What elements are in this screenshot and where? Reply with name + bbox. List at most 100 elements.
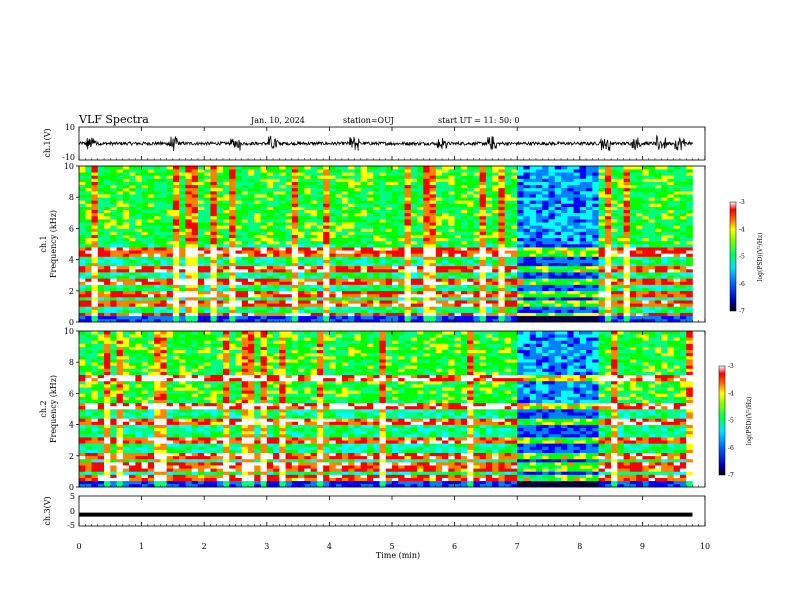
spectrogram-cell (492, 281, 499, 285)
spectrogram-cell (254, 206, 261, 210)
spectrogram-cell (298, 187, 305, 192)
spectrogram-cell (179, 209, 186, 214)
spectrogram-cell (110, 262, 117, 267)
spectrogram-cell (410, 209, 418, 214)
spectrogram-cell (329, 247, 336, 251)
spectrogram-cell (542, 172, 549, 176)
spectrogram-cell (129, 312, 136, 317)
spectrogram-cell (460, 172, 468, 176)
spectrogram-cell (91, 259, 99, 264)
spectrogram-cell (429, 265, 437, 270)
spectrogram-cell (191, 209, 199, 214)
spectrogram-cell (316, 206, 324, 210)
spectrogram-cell (141, 275, 149, 279)
spectrogram-cell (141, 212, 149, 217)
spectrogram-cell (554, 315, 562, 320)
spectrogram-cell (573, 194, 581, 198)
spectrogram-cell (611, 306, 618, 310)
spectrogram-cell (172, 262, 180, 267)
spectrogram-cell (410, 284, 418, 288)
spectrogram-cell (323, 278, 330, 282)
spectrogram-cell (448, 209, 455, 214)
spectrogram-cell (611, 172, 618, 176)
spectrogram-cell (423, 219, 430, 223)
spectrogram-cell (85, 465, 92, 469)
spectrogram-cell (398, 175, 405, 179)
spectrogram-cell (254, 268, 261, 273)
spectrogram-cell (442, 312, 449, 317)
spectrogram-cell (573, 181, 581, 186)
spectrogram-cell (79, 244, 86, 248)
spectrogram-cell (248, 237, 255, 242)
spectrogram-cell (360, 268, 368, 273)
spectrogram-cell (636, 318, 643, 323)
spectrogram-cell (79, 362, 86, 366)
spectrogram-cell (285, 247, 293, 251)
spectrogram-cell (435, 181, 443, 186)
spectrogram-cell (442, 231, 449, 235)
spectrogram-cell (498, 281, 505, 285)
spectrogram-cell (542, 297, 549, 301)
spectrogram-cell (448, 318, 455, 323)
spectrogram-cell (160, 240, 167, 245)
spectrogram-cell (160, 256, 167, 260)
spectrogram-cell (366, 212, 374, 217)
spectrogram-cell (410, 315, 418, 320)
spectrogram-cell (554, 259, 562, 264)
spectrogram-cell (617, 256, 624, 260)
spectrogram-cell (360, 194, 368, 198)
spectrogram-cell (686, 178, 693, 182)
spectrogram-cell (673, 309, 681, 313)
spectrogram-cell (392, 278, 399, 282)
spectrogram-cell (241, 203, 249, 207)
spectrogram-cell (435, 172, 443, 176)
spectrogram-cell (598, 275, 606, 279)
spectrogram-cell (354, 287, 361, 292)
spectrogram-cell (423, 187, 430, 192)
spectrogram-cell (122, 265, 130, 270)
spectrogram-cell (160, 212, 167, 217)
spectrogram-cell (460, 293, 468, 298)
spectrogram-cell (554, 200, 562, 204)
spectrogram-cell (91, 234, 99, 239)
spectrogram-cell (335, 225, 343, 229)
spectrogram-cell (454, 240, 462, 245)
spectrogram-cell (229, 234, 236, 239)
spectrogram-cell (442, 175, 449, 179)
spectrogram-cell (85, 318, 92, 323)
spectrogram-cell (423, 200, 430, 204)
spectrogram-cell (354, 222, 361, 226)
spectrogram-cell (654, 215, 662, 220)
spectrogram-cell (517, 265, 524, 270)
spectrogram-cell (122, 212, 130, 217)
spectrogram-cell (410, 219, 418, 223)
spectrogram-cell (122, 247, 130, 251)
spectrogram-cell (104, 287, 111, 292)
spectrogram-cell (254, 281, 261, 285)
spectrogram-cell (517, 297, 524, 301)
spectrogram-cell (604, 312, 612, 317)
spectrogram-cell (592, 293, 599, 298)
spectrogram-cell (448, 287, 455, 292)
spectrogram-cell (110, 250, 117, 254)
spectrogram-cell (110, 284, 117, 288)
spectrogram-cell (423, 194, 430, 198)
spectrogram-cell (629, 178, 637, 182)
spectrogram-cell (429, 231, 437, 235)
spectrogram-cell (604, 268, 612, 273)
spectrogram-cell (166, 253, 174, 257)
spectrogram-cell (110, 256, 117, 260)
spectrogram-cell (485, 209, 493, 214)
spectrogram-cell (485, 287, 493, 292)
spectrogram-cell (285, 287, 293, 292)
spectrogram-cell (229, 172, 236, 176)
spectrogram-cell (235, 259, 243, 264)
spectrogram-cell (366, 206, 374, 210)
spectrogram-cell (379, 315, 387, 320)
spectrogram-cell (116, 268, 124, 273)
spectrogram-cell (561, 231, 568, 235)
spectrogram-cell (523, 309, 531, 313)
spectrogram-cell (366, 184, 374, 189)
spectrogram-cell (542, 222, 549, 226)
spectrogram-cell (667, 244, 674, 248)
